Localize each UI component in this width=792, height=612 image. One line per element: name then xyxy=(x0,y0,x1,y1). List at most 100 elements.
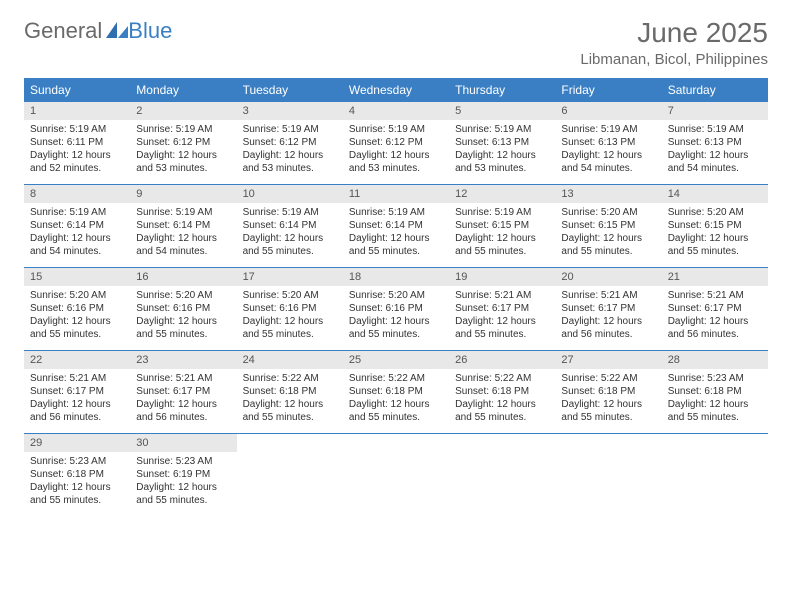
empty-cell xyxy=(662,434,768,516)
day-body: Sunrise: 5:19 AMSunset: 6:13 PMDaylight:… xyxy=(449,120,555,180)
sunset-text: Sunset: 6:16 PM xyxy=(349,302,443,315)
week-row: 1Sunrise: 5:19 AMSunset: 6:11 PMDaylight… xyxy=(24,102,768,185)
week-row: 15Sunrise: 5:20 AMSunset: 6:16 PMDayligh… xyxy=(24,268,768,351)
sunset-text: Sunset: 6:18 PM xyxy=(561,385,655,398)
sunset-text: Sunset: 6:19 PM xyxy=(136,468,230,481)
day-body: Sunrise: 5:22 AMSunset: 6:18 PMDaylight:… xyxy=(343,369,449,429)
day-number: 17 xyxy=(237,268,343,286)
day-number: 15 xyxy=(24,268,130,286)
daylight-text: Daylight: 12 hours xyxy=(668,398,762,411)
day-cell: 23Sunrise: 5:21 AMSunset: 6:17 PMDayligh… xyxy=(130,351,236,433)
daylight-text: and 55 minutes. xyxy=(455,245,549,258)
sunrise-text: Sunrise: 5:21 AM xyxy=(136,372,230,385)
weekday-header: Saturday xyxy=(662,78,768,102)
day-cell: 2Sunrise: 5:19 AMSunset: 6:12 PMDaylight… xyxy=(130,102,236,184)
daylight-text: and 55 minutes. xyxy=(349,328,443,341)
day-cell: 5Sunrise: 5:19 AMSunset: 6:13 PMDaylight… xyxy=(449,102,555,184)
daylight-text: and 55 minutes. xyxy=(561,245,655,258)
sunset-text: Sunset: 6:18 PM xyxy=(349,385,443,398)
day-cell: 20Sunrise: 5:21 AMSunset: 6:17 PMDayligh… xyxy=(555,268,661,350)
day-number: 6 xyxy=(555,102,661,120)
day-cell: 30Sunrise: 5:23 AMSunset: 6:19 PMDayligh… xyxy=(130,434,236,516)
daylight-text: and 53 minutes. xyxy=(455,162,549,175)
sunset-text: Sunset: 6:18 PM xyxy=(243,385,337,398)
empty-cell xyxy=(343,434,449,516)
day-cell: 28Sunrise: 5:23 AMSunset: 6:18 PMDayligh… xyxy=(662,351,768,433)
weekday-header: Monday xyxy=(130,78,236,102)
sunset-text: Sunset: 6:13 PM xyxy=(561,136,655,149)
day-number: 18 xyxy=(343,268,449,286)
sunrise-text: Sunrise: 5:19 AM xyxy=(349,123,443,136)
daylight-text: and 53 minutes. xyxy=(136,162,230,175)
daylight-text: Daylight: 12 hours xyxy=(455,315,549,328)
sunrise-text: Sunrise: 5:20 AM xyxy=(668,206,762,219)
day-cell: 11Sunrise: 5:19 AMSunset: 6:14 PMDayligh… xyxy=(343,185,449,267)
daylight-text: and 56 minutes. xyxy=(668,328,762,341)
day-cell: 21Sunrise: 5:21 AMSunset: 6:17 PMDayligh… xyxy=(662,268,768,350)
day-body: Sunrise: 5:19 AMSunset: 6:12 PMDaylight:… xyxy=(237,120,343,180)
daylight-text: and 55 minutes. xyxy=(136,494,230,507)
day-number: 1 xyxy=(24,102,130,120)
sunrise-text: Sunrise: 5:20 AM xyxy=(561,206,655,219)
title-block: June 2025 Libmanan, Bicol, Philippines xyxy=(580,18,768,68)
daylight-text: Daylight: 12 hours xyxy=(30,232,124,245)
weekday-header: Wednesday xyxy=(343,78,449,102)
sunset-text: Sunset: 6:16 PM xyxy=(136,302,230,315)
daylight-text: Daylight: 12 hours xyxy=(136,315,230,328)
sunrise-text: Sunrise: 5:20 AM xyxy=(136,289,230,302)
daylight-text: and 55 minutes. xyxy=(455,328,549,341)
daylight-text: Daylight: 12 hours xyxy=(349,315,443,328)
day-body: Sunrise: 5:22 AMSunset: 6:18 PMDaylight:… xyxy=(449,369,555,429)
calendar-page: General Blue June 2025 Libmanan, Bicol, … xyxy=(0,0,792,526)
daylight-text: and 54 minutes. xyxy=(30,245,124,258)
sunrise-text: Sunrise: 5:22 AM xyxy=(243,372,337,385)
day-number: 30 xyxy=(130,434,236,452)
daylight-text: Daylight: 12 hours xyxy=(668,149,762,162)
weekday-header: Sunday xyxy=(24,78,130,102)
daylight-text: and 56 minutes. xyxy=(136,411,230,424)
sunset-text: Sunset: 6:17 PM xyxy=(30,385,124,398)
day-body: Sunrise: 5:23 AMSunset: 6:19 PMDaylight:… xyxy=(130,452,236,512)
day-body: Sunrise: 5:20 AMSunset: 6:15 PMDaylight:… xyxy=(662,203,768,263)
sunrise-text: Sunrise: 5:23 AM xyxy=(668,372,762,385)
day-cell: 29Sunrise: 5:23 AMSunset: 6:18 PMDayligh… xyxy=(24,434,130,516)
sunset-text: Sunset: 6:12 PM xyxy=(243,136,337,149)
sunrise-text: Sunrise: 5:19 AM xyxy=(455,206,549,219)
day-number: 16 xyxy=(130,268,236,286)
sunset-text: Sunset: 6:18 PM xyxy=(455,385,549,398)
day-cell: 22Sunrise: 5:21 AMSunset: 6:17 PMDayligh… xyxy=(24,351,130,433)
daylight-text: Daylight: 12 hours xyxy=(455,398,549,411)
daylight-text: Daylight: 12 hours xyxy=(349,398,443,411)
daylight-text: Daylight: 12 hours xyxy=(136,481,230,494)
daylight-text: Daylight: 12 hours xyxy=(561,315,655,328)
logo-text-2: Blue xyxy=(128,18,172,44)
day-body: Sunrise: 5:19 AMSunset: 6:14 PMDaylight:… xyxy=(343,203,449,263)
empty-cell xyxy=(237,434,343,516)
sunset-text: Sunset: 6:15 PM xyxy=(455,219,549,232)
day-body: Sunrise: 5:19 AMSunset: 6:12 PMDaylight:… xyxy=(343,120,449,180)
daylight-text: and 54 minutes. xyxy=(668,162,762,175)
day-body: Sunrise: 5:23 AMSunset: 6:18 PMDaylight:… xyxy=(24,452,130,512)
sunset-text: Sunset: 6:14 PM xyxy=(349,219,443,232)
sunset-text: Sunset: 6:16 PM xyxy=(30,302,124,315)
sunrise-text: Sunrise: 5:23 AM xyxy=(136,455,230,468)
daylight-text: and 53 minutes. xyxy=(243,162,337,175)
day-cell: 9Sunrise: 5:19 AMSunset: 6:14 PMDaylight… xyxy=(130,185,236,267)
daylight-text: Daylight: 12 hours xyxy=(136,232,230,245)
day-body: Sunrise: 5:21 AMSunset: 6:17 PMDaylight:… xyxy=(24,369,130,429)
sunset-text: Sunset: 6:17 PM xyxy=(561,302,655,315)
day-cell: 6Sunrise: 5:19 AMSunset: 6:13 PMDaylight… xyxy=(555,102,661,184)
day-body: Sunrise: 5:19 AMSunset: 6:13 PMDaylight:… xyxy=(662,120,768,180)
daylight-text: Daylight: 12 hours xyxy=(455,149,549,162)
week-row: 22Sunrise: 5:21 AMSunset: 6:17 PMDayligh… xyxy=(24,351,768,434)
day-number: 21 xyxy=(662,268,768,286)
daylight-text: Daylight: 12 hours xyxy=(243,232,337,245)
day-number: 13 xyxy=(555,185,661,203)
daylight-text: Daylight: 12 hours xyxy=(30,149,124,162)
day-number: 11 xyxy=(343,185,449,203)
sunrise-text: Sunrise: 5:19 AM xyxy=(136,206,230,219)
day-body: Sunrise: 5:20 AMSunset: 6:16 PMDaylight:… xyxy=(237,286,343,346)
day-cell: 19Sunrise: 5:21 AMSunset: 6:17 PMDayligh… xyxy=(449,268,555,350)
day-number: 26 xyxy=(449,351,555,369)
weekday-header: Thursday xyxy=(449,78,555,102)
